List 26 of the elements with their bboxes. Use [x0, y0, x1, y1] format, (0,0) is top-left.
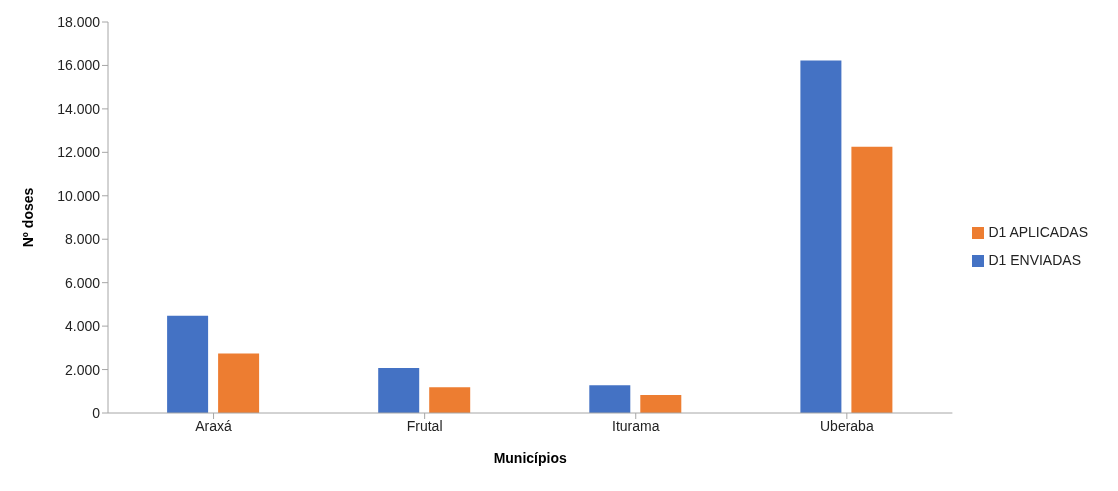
legend-label: D1 APLICADAS: [988, 223, 1088, 240]
y-tick-label: 16.000: [57, 57, 101, 74]
y-tick-label: 8.000: [64, 231, 101, 248]
y-tick-label: 14.000: [57, 100, 101, 117]
bar: [167, 315, 209, 413]
bar: [851, 146, 893, 413]
x-tick-label: Iturama: [612, 417, 660, 434]
bar: [640, 394, 682, 413]
x-tick-label: Frutal: [406, 417, 443, 434]
bar: [378, 368, 420, 413]
bar: [218, 353, 260, 413]
y-tick-label: 4.000: [64, 318, 101, 335]
x-tick-label: Araxá: [195, 417, 233, 434]
y-tick-label: 12.000: [57, 144, 101, 161]
y-tick-label: 0: [92, 404, 101, 421]
y-tick-label: 18.000: [57, 13, 101, 30]
bar: [589, 385, 631, 413]
y-tick-label: 10.000: [57, 187, 101, 204]
x-tick-label: Uberaba: [819, 417, 874, 434]
y-tick-label: 2.000: [64, 361, 101, 378]
y-axis-title: Nº doses: [19, 187, 36, 248]
y-tick-label: 6.000: [64, 274, 101, 291]
bar: [800, 60, 842, 413]
x-axis-title: Municípios: [493, 450, 567, 466]
legend-label: D1 ENVIADAS: [988, 251, 1081, 268]
bar: [429, 387, 471, 413]
